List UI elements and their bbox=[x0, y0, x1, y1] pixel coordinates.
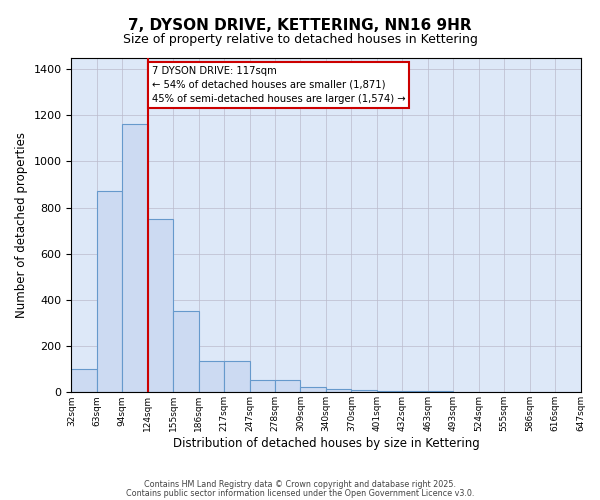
Bar bbox=[352, 390, 377, 392]
Bar bbox=[326, 389, 352, 392]
Bar bbox=[275, 380, 301, 392]
Bar bbox=[250, 380, 275, 392]
Bar bbox=[148, 219, 173, 392]
Bar bbox=[199, 361, 224, 392]
Bar bbox=[173, 312, 199, 392]
Bar bbox=[377, 391, 403, 392]
Bar bbox=[224, 361, 250, 392]
Text: 7, DYSON DRIVE, KETTERING, NN16 9HR: 7, DYSON DRIVE, KETTERING, NN16 9HR bbox=[128, 18, 472, 32]
Bar bbox=[97, 192, 122, 392]
Bar bbox=[71, 369, 97, 392]
Text: Size of property relative to detached houses in Kettering: Size of property relative to detached ho… bbox=[122, 32, 478, 46]
Bar bbox=[301, 386, 326, 392]
Bar bbox=[428, 391, 453, 392]
Bar bbox=[403, 391, 428, 392]
Text: Contains public sector information licensed under the Open Government Licence v3: Contains public sector information licen… bbox=[126, 489, 474, 498]
X-axis label: Distribution of detached houses by size in Kettering: Distribution of detached houses by size … bbox=[173, 437, 479, 450]
Bar bbox=[122, 124, 148, 392]
Text: 7 DYSON DRIVE: 117sqm
← 54% of detached houses are smaller (1,871)
45% of semi-d: 7 DYSON DRIVE: 117sqm ← 54% of detached … bbox=[152, 66, 405, 104]
Y-axis label: Number of detached properties: Number of detached properties bbox=[15, 132, 28, 318]
Text: Contains HM Land Registry data © Crown copyright and database right 2025.: Contains HM Land Registry data © Crown c… bbox=[144, 480, 456, 489]
